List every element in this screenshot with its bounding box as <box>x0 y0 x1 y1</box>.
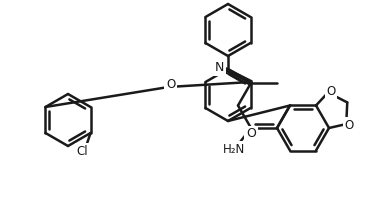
Text: O: O <box>326 85 336 98</box>
Text: O: O <box>246 127 256 140</box>
Text: O: O <box>166 78 175 91</box>
Text: N: N <box>214 61 224 74</box>
Text: H₂N: H₂N <box>223 143 246 156</box>
Text: O: O <box>345 119 354 132</box>
Text: Cl: Cl <box>76 145 88 158</box>
